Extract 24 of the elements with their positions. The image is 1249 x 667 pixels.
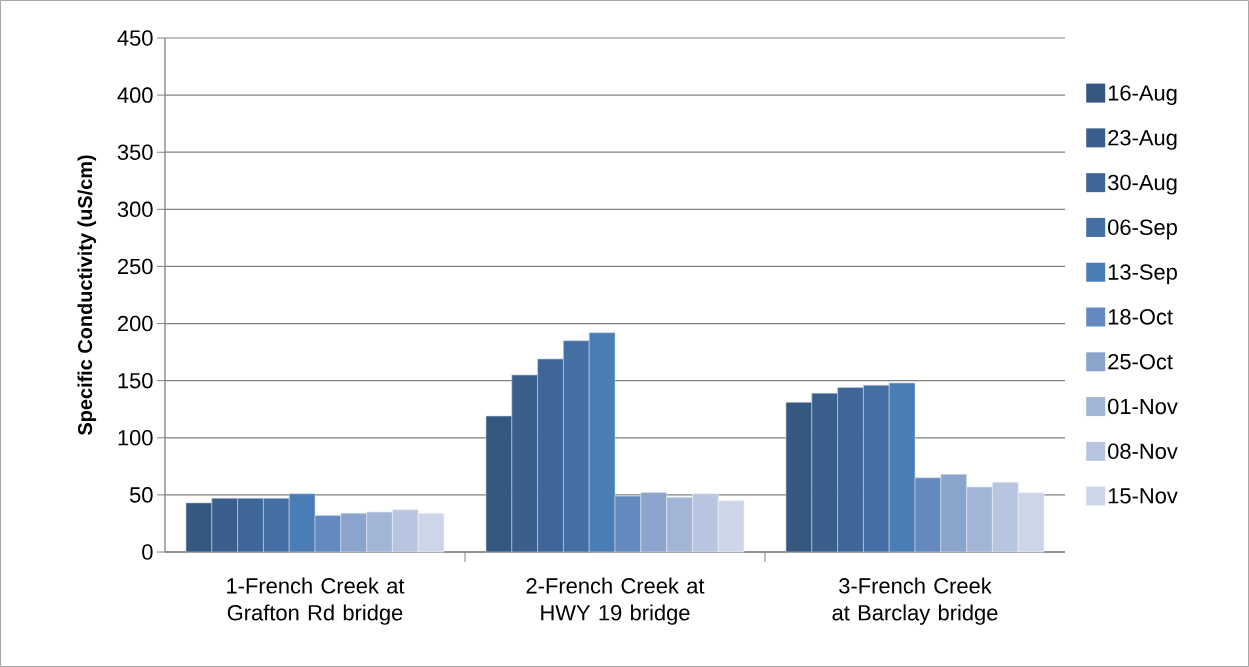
- y-tick-label: 100: [118, 430, 153, 446]
- y-tick-label: 450: [117, 30, 153, 46]
- legend-label: 01-Nov: [1108, 398, 1178, 415]
- legend-label: 13-Sep: [1108, 264, 1177, 285]
- y-tick-label: 0: [142, 544, 153, 560]
- y-tick-label: 50: [129, 487, 153, 503]
- x-tick-label: 1-French Creek at Grafton Rd bridge: [227, 577, 405, 625]
- legend-label: 23-Aug: [1108, 129, 1177, 150]
- legend-label: 16-Aug: [1108, 85, 1177, 106]
- legend-label: 06-Sep: [1108, 219, 1177, 240]
- y-tick-label: 350: [117, 144, 153, 160]
- y-tick-label: 150: [118, 372, 153, 389]
- legend-label: 18-Oct: [1108, 309, 1173, 325]
- x-tick-label: 3-French Creek at Barclay bridge: [832, 577, 998, 625]
- y-tick-label: 250: [118, 258, 153, 275]
- legend-label: 30-Aug: [1108, 174, 1177, 195]
- y-axis-title: Specific Conductivity (uS/cm): [77, 155, 97, 436]
- legend-label: 25-Oct: [1108, 353, 1173, 370]
- y-tick-label: 200: [118, 315, 153, 332]
- x-tick-label: 2-French Creek at HWY 19 bridge: [526, 577, 705, 625]
- y-tick-label: 400: [117, 87, 153, 103]
- legend-label: 15-Nov: [1108, 488, 1178, 504]
- legend-label: 08-Nov: [1108, 443, 1178, 459]
- y-tick-label: 300: [117, 201, 153, 218]
